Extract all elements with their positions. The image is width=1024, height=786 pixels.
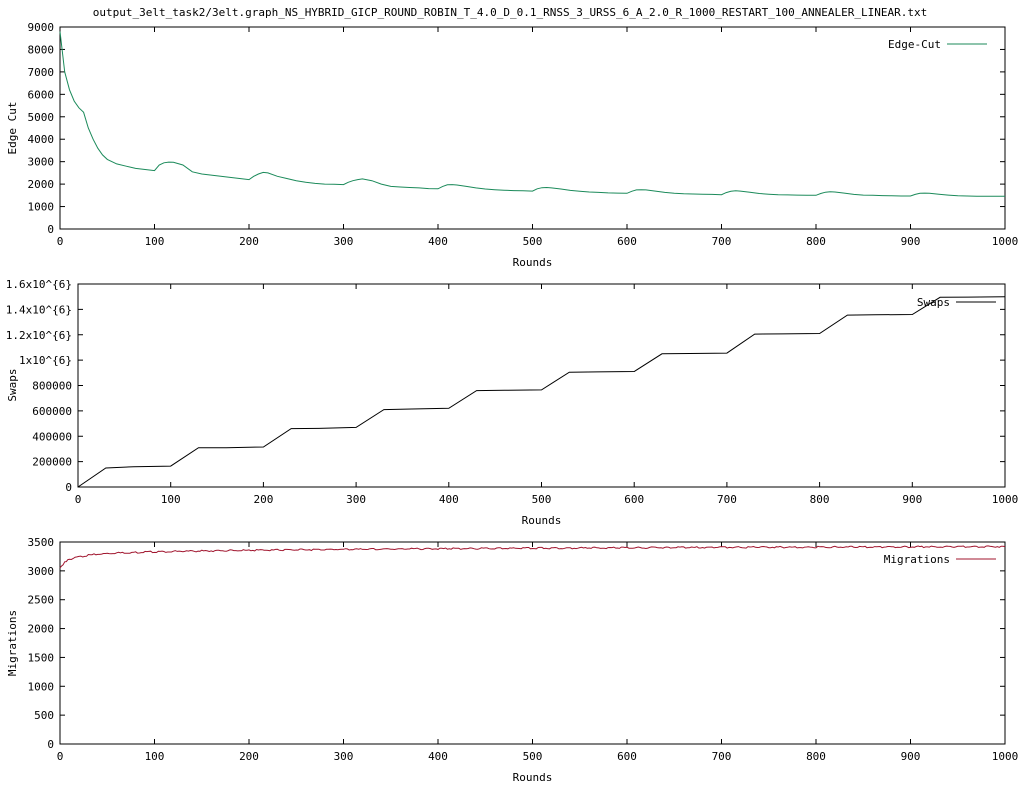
x-tick-label: 300 [346,493,366,506]
series-line-migrations [59,545,1006,569]
y-tick-label: 7000 [28,66,55,79]
x-tick-label: 900 [901,750,921,763]
x-tick-label: 800 [806,750,826,763]
x-tick-label: 0 [75,493,82,506]
y-tick-label: 1500 [28,651,55,664]
y-tick-label: 4000 [28,133,55,146]
y-tick-label: 1.4x10^{6} [6,303,72,316]
x-tick-label: 1000 [992,493,1019,506]
series-line-edge-cut [59,31,1005,197]
x-tick-label: 500 [523,750,543,763]
x-tick-label: 300 [334,235,354,248]
y-tick-label: 2500 [28,594,55,607]
legend-label: Edge-Cut [888,38,941,51]
y-tick-label: 3000 [28,565,55,578]
y-tick-label: 400000 [32,430,72,443]
x-tick-label: 1000 [992,750,1019,763]
y-tick-label: 1x10^{6} [19,354,72,367]
y-tick-label: 2000 [28,178,55,191]
y-tick-label: 800000 [32,380,72,393]
y-axis-label: Swaps [6,368,19,401]
legend-label: Swaps [917,296,950,309]
plot-frame [59,541,1006,745]
y-tick-label: 0 [65,481,72,494]
chart-panel-1: 0 100 200 300 400 500 600 700 800 900 1000 0 1000 200… [6,21,1018,269]
x-tick-label: 500 [523,235,543,248]
x-tick-label: 700 [712,750,732,763]
series-line-swaps [77,296,1006,488]
x-tick-label: 1000 [992,235,1019,248]
x-tick-label: 200 [239,235,259,248]
y-tick-label: 1000 [28,201,55,214]
x-tick-label: 200 [239,750,259,763]
y-tick-label: 3500 [28,536,55,549]
x-axis-label: Rounds [522,514,562,527]
plot-frame [59,26,1006,230]
y-tick-label: 200000 [32,456,72,469]
x-tick-label: 700 [712,235,732,248]
x-tick-label: 400 [428,750,448,763]
legend-label: Migrations [884,553,950,566]
x-tick-label: 400 [439,493,459,506]
y-axis-label: Edge Cut [6,102,19,155]
x-tick-label: 500 [532,493,552,506]
y-tick-label: 500 [34,709,54,722]
x-tick-label: 300 [334,750,354,763]
x-tick-label: 100 [161,493,181,506]
x-tick-label: 0 [57,750,64,763]
x-tick-label: 600 [617,235,637,248]
y-tick-label: 0 [47,738,54,751]
y-tick-label: 1000 [28,680,55,693]
y-tick-label: 6000 [28,88,55,101]
x-tick-label: 800 [810,493,830,506]
y-axis-label: Migrations [6,610,19,676]
y-tick-label: 8000 [28,43,55,56]
y-tick-label: 600000 [32,405,72,418]
y-tick-label: 2000 [28,623,55,636]
y-tick-label: 5000 [28,111,55,124]
x-tick-label: 900 [902,493,922,506]
y-tick-label: 1.2x10^{6} [6,329,72,342]
y-tick-label: 1.6x10^{6} [6,278,72,291]
x-axis-label: Rounds [513,771,553,784]
x-tick-label: 100 [145,750,165,763]
x-tick-label: 0 [57,235,64,248]
x-axis-label: Rounds [513,256,553,269]
chart-panel-2: 0 100 200 300 400 500 600 700 800 900 1000 0 200000 4… [6,278,1018,527]
x-tick-label: 600 [624,493,644,506]
y-tick-label: 3000 [28,156,55,169]
x-tick-label: 600 [617,750,637,763]
y-tick-label: 0 [47,223,54,236]
y-tick-label: 9000 [28,21,55,34]
chart-panel-3: 0 100 200 300 400 500 600 700 800 900 1000 0 500 1000… [6,536,1018,784]
x-tick-label: 700 [717,493,737,506]
x-tick-label: 900 [901,235,921,248]
x-tick-label: 100 [145,235,165,248]
x-tick-label: 400 [428,235,448,248]
x-tick-label: 200 [253,493,273,506]
x-tick-label: 800 [806,235,826,248]
chart-title: output_3elt_task2/3elt.graph_NS_HYBRID_G… [93,6,927,19]
